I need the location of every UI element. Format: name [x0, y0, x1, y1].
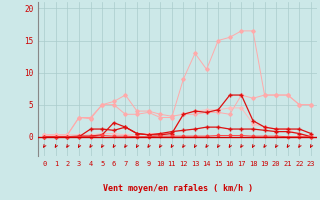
X-axis label: Vent moyen/en rafales ( km/h ): Vent moyen/en rafales ( km/h )	[103, 184, 252, 193]
